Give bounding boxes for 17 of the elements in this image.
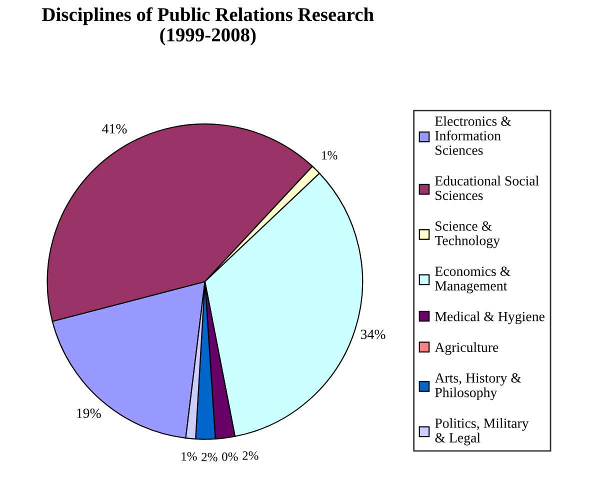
legend-label: Economics & Management — [435, 266, 510, 294]
text: 0% — [222, 452, 238, 461]
legend-label: Arts, History & Philosophy — [434, 373, 522, 400]
data-label: 19% — [77, 408, 101, 418]
legend-label: Politics, Military & Legal — [435, 418, 529, 446]
legend-label: Medical & Hygiene — [435, 311, 544, 324]
data-label: 2% — [202, 452, 218, 462]
legend-label: Agriculture — [434, 342, 498, 355]
chart-title: Disciplines of Public Relations Research (1999-2008) — [42, 7, 374, 46]
data-label: 34% — [360, 330, 386, 340]
legend-label: Electronics & Information Sciences — [435, 116, 512, 155]
data-label: 2% — [242, 451, 258, 460]
data-label: 41% — [102, 124, 127, 134]
legend-label: Educational Social Sciences — [435, 176, 539, 200]
data-label: 1% — [322, 151, 338, 160]
data-label: 1% — [182, 452, 197, 461]
legend-label: Science & Technology — [434, 221, 500, 248]
